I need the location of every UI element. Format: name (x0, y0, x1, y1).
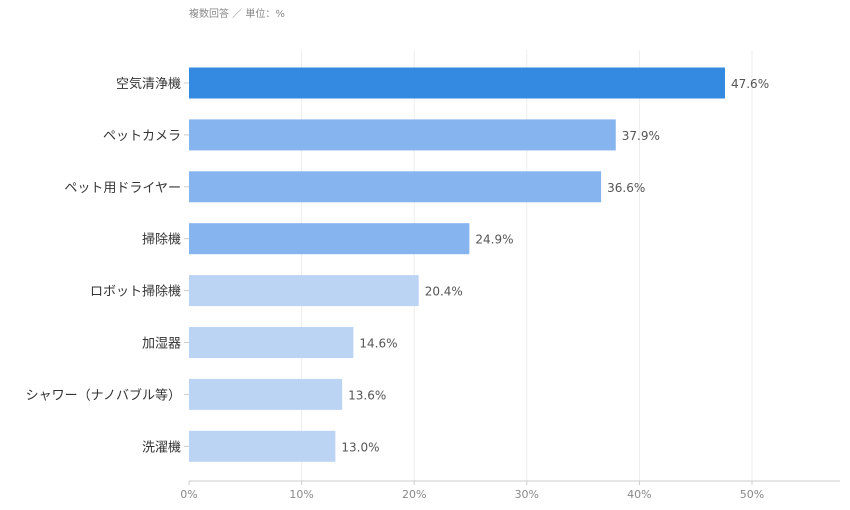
x-tick-label: 0% (180, 488, 197, 501)
bar[interactable] (189, 430, 336, 462)
bar[interactable] (189, 171, 602, 203)
bar[interactable] (189, 67, 725, 99)
x-tick-label: 20% (402, 488, 426, 501)
data-label: 47.6% (731, 77, 769, 91)
category-label: 加湿器 (142, 337, 181, 352)
data-label: 14.6% (359, 337, 397, 351)
data-label: 36.6% (607, 181, 645, 195)
x-tick-label: 10% (289, 488, 313, 501)
data-label: 24.9% (475, 233, 513, 247)
category-label: 掃除機 (142, 232, 181, 248)
bar[interactable] (189, 327, 354, 358)
data-label: 13.6% (348, 388, 386, 402)
category-label: シャワー（ナノバブル等） (26, 387, 181, 403)
category-label: 空気清浄機 (116, 76, 181, 92)
x-tick-label: 50% (740, 488, 764, 501)
category-label: ペットカメラ (103, 129, 181, 144)
category-label: 洗濯機 (142, 440, 181, 455)
data-label: 37.9% (622, 129, 660, 143)
chart-note: 複数回答 ／ 単位：% (189, 9, 285, 20)
bar[interactable] (189, 119, 616, 151)
data-label: 13.0% (341, 440, 379, 454)
bar[interactable] (189, 223, 470, 255)
bar[interactable] (189, 378, 343, 410)
x-tick-label: 40% (627, 488, 651, 501)
category-label: ペット用ドライヤー (64, 181, 181, 196)
bar[interactable] (189, 275, 419, 307)
data-label: 20.4% (425, 285, 463, 299)
x-tick-label: 30% (515, 488, 539, 501)
category-label: ロボット掃除機 (90, 284, 181, 300)
